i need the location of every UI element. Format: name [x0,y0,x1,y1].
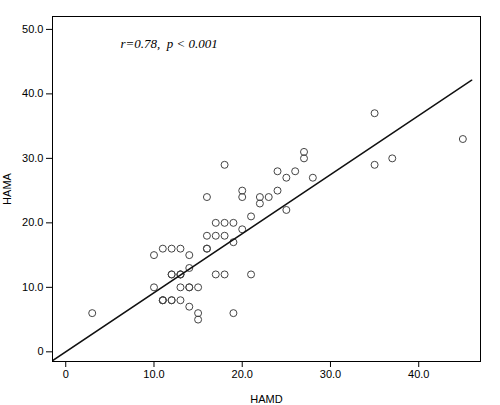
svg-text:r=0.78, p < 0.001: r=0.78, p < 0.001 [121,36,218,51]
svg-text:0: 0 [63,368,69,380]
svg-text:30.0: 30.0 [320,368,341,380]
svg-text:HAMA: HAMA [1,172,13,204]
svg-text:50.0: 50.0 [22,23,43,35]
svg-text:HAMD: HAMD [250,393,282,405]
svg-text:0: 0 [37,345,43,357]
svg-text:10.0: 10.0 [22,281,43,293]
svg-text:40.0: 40.0 [408,368,429,380]
svg-text:30.0: 30.0 [22,152,43,164]
svg-text:10.0: 10.0 [143,368,164,380]
svg-text:20.0: 20.0 [232,368,253,380]
svg-text:40.0: 40.0 [22,87,43,99]
svg-text:20.0: 20.0 [22,216,43,228]
